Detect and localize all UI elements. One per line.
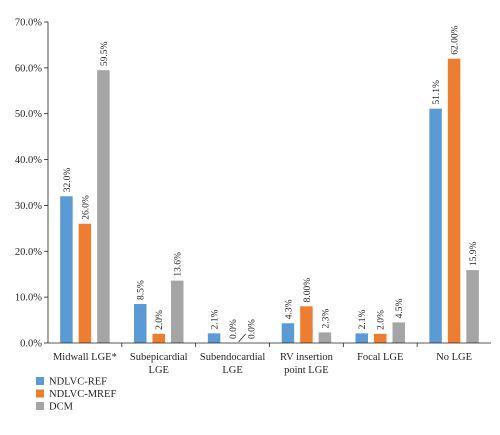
- bar: [355, 333, 368, 343]
- data-label: 8.00%: [303, 278, 313, 303]
- bar: [60, 196, 73, 343]
- data-label: 15.9%: [469, 241, 479, 266]
- x-category-label: LGE: [149, 365, 169, 376]
- x-axis: Midwall LGE* Subepicardial LGE Subendocardi…: [48, 333, 491, 376]
- data-label: 26.0%: [81, 195, 91, 220]
- data-label: 51.1%: [432, 80, 442, 105]
- bar: [429, 108, 442, 343]
- data-label: 4.3%: [284, 299, 294, 319]
- x-category-label: Subendocardial: [200, 352, 265, 363]
- data-labels: 32.0% 26.0% 59.5% 8.5% 2.0% 13.6% 2.1% 0.0% 0.0%…: [63, 25, 479, 339]
- bar: [447, 58, 461, 343]
- y-axis: 0.0% 10.0% 20.0% 30.0% 40.0% 50.0% 60.0% 70.0%: [15, 18, 49, 350]
- data-label: 0.0%: [248, 319, 258, 339]
- legend-swatch: [36, 377, 44, 385]
- data-label: 59.5%: [100, 42, 110, 67]
- bar: [207, 333, 221, 343]
- x-category-label: Midwall LGE*: [53, 352, 117, 363]
- x-category-label: RV insertion: [280, 352, 334, 363]
- legend-label: NDLVC-REF: [49, 377, 107, 388]
- bar: [392, 322, 405, 343]
- y-tick-label: 30.0%: [15, 201, 42, 212]
- x-category-label: No LGE: [436, 352, 472, 363]
- x-category-label: LGE: [222, 365, 242, 376]
- bar: [171, 280, 184, 343]
- data-label: 13.6%: [174, 252, 184, 277]
- y-tick-label: 0.0%: [20, 339, 42, 350]
- legend-label: DCM: [49, 402, 74, 413]
- x-category-label: Subepicardial: [130, 352, 188, 363]
- bar: [300, 306, 313, 343]
- y-tick-label: 50.0%: [15, 109, 42, 120]
- data-label: 2.0%: [155, 310, 165, 330]
- y-tick-label: 70.0%: [15, 18, 42, 29]
- x-category-label: point LGE: [284, 365, 329, 376]
- bars: [60, 58, 479, 344]
- y-tick-label: 40.0%: [15, 155, 42, 166]
- y-tick-label: 10.0%: [15, 293, 42, 304]
- data-label: 62.00%: [451, 25, 461, 54]
- data-label: 8.5%: [137, 280, 147, 300]
- data-label: 2.0%: [377, 310, 387, 330]
- bar: [97, 70, 110, 344]
- bar: [152, 333, 165, 343]
- legend-swatch: [36, 389, 44, 398]
- y-tick-label: 60.0%: [15, 63, 42, 74]
- bar: [374, 333, 387, 343]
- data-label: 0.0%: [229, 319, 239, 339]
- x-category-label: Focal LGE: [357, 352, 403, 363]
- bar: [466, 270, 479, 343]
- data-label: 32.0%: [63, 168, 73, 193]
- legend-label: NDLVC-MREF: [49, 389, 116, 400]
- data-label: 2.1%: [211, 309, 221, 329]
- legend-swatch: [36, 402, 44, 410]
- bar: [281, 323, 295, 343]
- bar: [78, 223, 92, 343]
- data-label: 4.5%: [395, 298, 405, 318]
- bar: [318, 332, 332, 343]
- zero-marker: [238, 333, 246, 343]
- y-tick-label: 20.0%: [15, 247, 42, 258]
- bar: [134, 304, 147, 343]
- data-label: 2.1%: [358, 309, 368, 329]
- data-label: 2.3%: [321, 309, 331, 329]
